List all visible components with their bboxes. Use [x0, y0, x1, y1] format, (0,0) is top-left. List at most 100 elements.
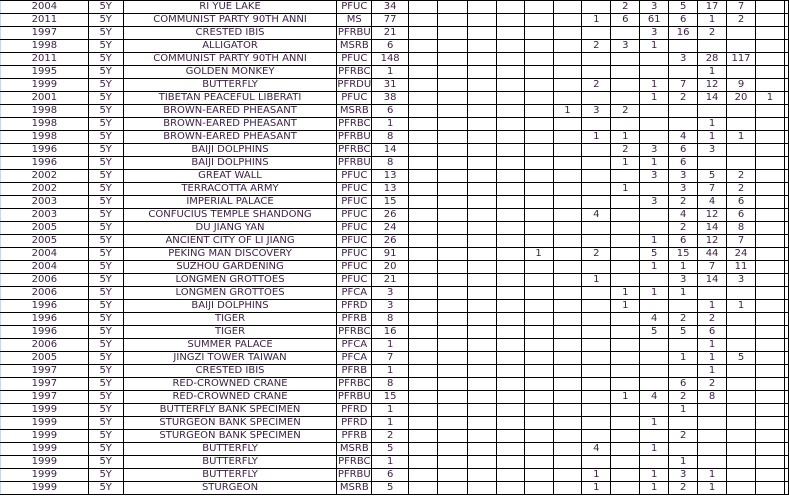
- cell-count[interactable]: 21: [371, 26, 410, 40]
- cell-value[interactable]: 2: [668, 91, 699, 105]
- cell-value[interactable]: 1: [697, 351, 728, 365]
- cell-value[interactable]: [523, 260, 554, 274]
- cell-value[interactable]: [436, 338, 468, 352]
- cell-value[interactable]: 1: [639, 416, 670, 430]
- cell-value[interactable]: [495, 481, 525, 495]
- cell-value[interactable]: [523, 91, 554, 105]
- cell-value[interactable]: [639, 273, 670, 287]
- cell-value[interactable]: [610, 416, 641, 430]
- cell-value[interactable]: [726, 416, 756, 430]
- cell-value[interactable]: [523, 481, 554, 495]
- cell-year[interactable]: 1996: [0, 312, 89, 326]
- cell-value[interactable]: [610, 455, 641, 469]
- cell-value[interactable]: [639, 455, 670, 469]
- cell-empty[interactable]: [783, 169, 789, 183]
- cell-value[interactable]: [726, 455, 756, 469]
- cell-value[interactable]: [436, 455, 468, 469]
- cell-value[interactable]: [436, 65, 468, 79]
- cell-value[interactable]: [436, 390, 468, 404]
- cell-year[interactable]: 2005: [0, 221, 89, 235]
- cell-value[interactable]: 2: [668, 390, 699, 404]
- cell-value[interactable]: [552, 91, 583, 105]
- cell-value[interactable]: [408, 312, 438, 326]
- cell-name[interactable]: TIGER: [122, 325, 338, 339]
- cell-year[interactable]: 1999: [0, 416, 89, 430]
- cell-year[interactable]: 2002: [0, 182, 89, 196]
- cell-value[interactable]: [523, 13, 554, 27]
- cell-value[interactable]: 11: [726, 260, 756, 274]
- cell-name[interactable]: BUTTERFLY: [122, 78, 338, 92]
- cell-value[interactable]: [726, 390, 756, 404]
- cell-value[interactable]: [466, 338, 497, 352]
- cell-value[interactable]: [436, 260, 468, 274]
- cell-value[interactable]: 2: [726, 169, 756, 183]
- cell-value[interactable]: 4: [668, 208, 699, 222]
- cell-value[interactable]: [726, 468, 756, 482]
- cell-value[interactable]: 6: [668, 234, 699, 248]
- cell-term[interactable]: 5Y: [87, 325, 124, 339]
- cell-name[interactable]: GOLDEN MONKEY: [122, 65, 338, 79]
- cell-value[interactable]: 2: [668, 481, 699, 495]
- cell-count[interactable]: 1: [371, 338, 410, 352]
- cell-name[interactable]: STURGEON: [122, 481, 338, 495]
- cell-value[interactable]: [466, 182, 497, 196]
- cell-value[interactable]: [552, 169, 583, 183]
- cell-value[interactable]: 5: [668, 0, 699, 14]
- cell-term[interactable]: 5Y: [87, 377, 124, 391]
- cell-term[interactable]: 5Y: [87, 312, 124, 326]
- cell-value[interactable]: 2: [581, 247, 612, 261]
- cell-value[interactable]: 5: [639, 325, 670, 339]
- cell-empty[interactable]: [783, 416, 789, 430]
- cell-name[interactable]: LONGMEN GROTTOES: [122, 273, 338, 287]
- cell-value[interactable]: [436, 403, 468, 417]
- cell-code[interactable]: PFRD: [336, 403, 373, 417]
- cell-value[interactable]: [639, 208, 670, 222]
- cell-value[interactable]: 3: [639, 195, 670, 209]
- cell-value[interactable]: [697, 104, 728, 118]
- cell-value[interactable]: 1: [697, 481, 728, 495]
- cell-code[interactable]: PFRD: [336, 416, 373, 430]
- cell-value[interactable]: [754, 468, 785, 482]
- cell-count[interactable]: 8: [371, 156, 410, 170]
- cell-value[interactable]: 14: [697, 273, 728, 287]
- cell-value[interactable]: 4: [697, 195, 728, 209]
- cell-value[interactable]: [408, 403, 438, 417]
- cell-value[interactable]: [495, 143, 525, 157]
- cell-value[interactable]: [552, 0, 583, 14]
- cell-code[interactable]: PFRBU: [336, 390, 373, 404]
- cell-term[interactable]: 5Y: [87, 65, 124, 79]
- cell-value[interactable]: [466, 169, 497, 183]
- cell-name[interactable]: SUZHOU GARDENING: [122, 260, 338, 274]
- cell-value[interactable]: [552, 455, 583, 469]
- cell-value[interactable]: [523, 143, 554, 157]
- cell-value[interactable]: [436, 416, 468, 430]
- cell-value[interactable]: 2: [668, 195, 699, 209]
- cell-empty[interactable]: [783, 208, 789, 222]
- cell-value[interactable]: [552, 403, 583, 417]
- cell-value[interactable]: [726, 403, 756, 417]
- cell-value[interactable]: [610, 429, 641, 443]
- cell-year[interactable]: 1998: [0, 117, 89, 131]
- cell-term[interactable]: 5Y: [87, 104, 124, 118]
- cell-value[interactable]: 1: [581, 130, 612, 144]
- cell-value[interactable]: [610, 338, 641, 352]
- cell-value[interactable]: [495, 182, 525, 196]
- cell-term[interactable]: 5Y: [87, 117, 124, 131]
- cell-value[interactable]: [697, 286, 728, 300]
- cell-count[interactable]: 1: [371, 416, 410, 430]
- cell-value[interactable]: [581, 390, 612, 404]
- cell-empty[interactable]: [783, 221, 789, 235]
- cell-value[interactable]: [552, 377, 583, 391]
- cell-value[interactable]: [552, 78, 583, 92]
- cell-value[interactable]: 2: [668, 221, 699, 235]
- cell-value[interactable]: [581, 182, 612, 196]
- cell-value[interactable]: 117: [726, 52, 756, 66]
- cell-value[interactable]: 1: [697, 468, 728, 482]
- cell-value[interactable]: [552, 429, 583, 443]
- cell-value[interactable]: [408, 481, 438, 495]
- cell-code[interactable]: PFRB: [336, 364, 373, 378]
- cell-name[interactable]: COMMUNIST PARTY 90TH ANNI: [122, 52, 338, 66]
- cell-value[interactable]: [581, 403, 612, 417]
- cell-value[interactable]: [754, 364, 785, 378]
- cell-value[interactable]: [610, 364, 641, 378]
